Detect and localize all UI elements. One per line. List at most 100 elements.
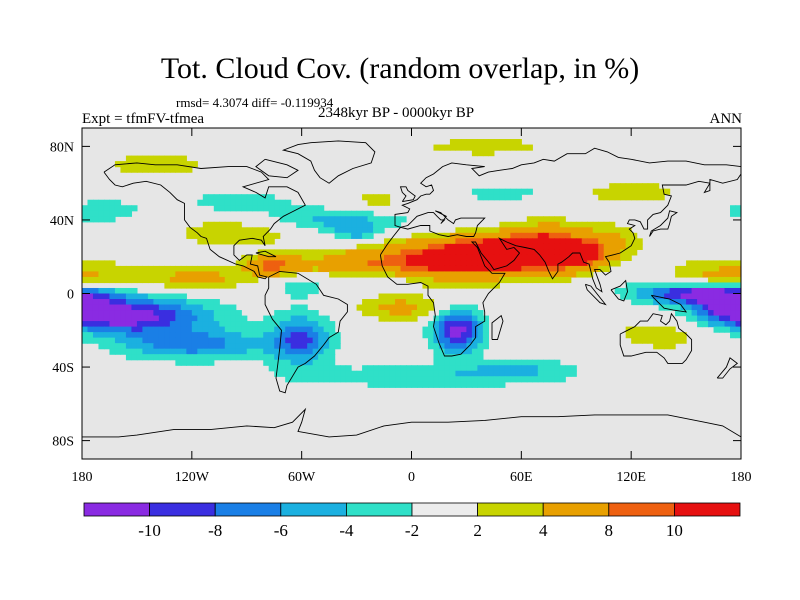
field-cell — [351, 210, 358, 217]
field-cell — [307, 205, 314, 212]
field-cell — [548, 376, 555, 383]
field-cell — [257, 205, 264, 212]
field-cell — [318, 359, 325, 366]
field-cell — [686, 260, 693, 267]
field-cell — [164, 166, 171, 173]
field-cell — [510, 271, 517, 278]
field-cell — [395, 376, 402, 383]
field-cell — [691, 265, 698, 273]
field-cell — [576, 265, 583, 273]
field-cell — [537, 271, 544, 278]
field-cell — [735, 310, 741, 317]
field-cell — [460, 359, 468, 366]
field-cell — [422, 304, 429, 311]
field-cell — [373, 376, 380, 383]
field-cell — [329, 260, 336, 267]
field-cell — [471, 332, 478, 339]
field-cell — [329, 227, 336, 234]
field-cell — [301, 205, 308, 212]
field-cell — [345, 221, 352, 228]
field-cell — [427, 304, 435, 311]
field-cell — [664, 188, 671, 195]
field-cell — [592, 254, 599, 261]
field-cell — [526, 265, 533, 273]
field-cell — [274, 260, 281, 267]
field-cell — [460, 265, 468, 273]
field-cell — [301, 326, 308, 333]
field-cell — [175, 337, 182, 344]
field-cell — [268, 199, 275, 206]
field-cell — [296, 321, 303, 328]
field-cell — [340, 254, 347, 261]
field-cell — [252, 199, 259, 206]
field-cell — [592, 232, 599, 239]
field-cell — [471, 381, 478, 388]
field-cell — [224, 304, 231, 311]
field-cell — [125, 161, 133, 168]
field-cell — [389, 304, 396, 311]
field-cell — [153, 321, 160, 328]
field-cell — [340, 227, 347, 234]
field-cell — [719, 304, 726, 311]
field-cell — [147, 337, 154, 344]
field-cell — [477, 276, 484, 284]
field-cell — [587, 260, 594, 267]
field-cell — [219, 238, 226, 245]
field-cell — [466, 243, 473, 250]
field-cell — [87, 260, 94, 267]
field-cell — [504, 188, 511, 195]
field-cell — [609, 238, 616, 245]
field-cell — [120, 326, 127, 333]
field-cell — [114, 310, 122, 317]
field-cell — [664, 343, 671, 350]
field-cell — [312, 265, 319, 273]
field-cell — [730, 260, 737, 267]
field-cell — [268, 205, 275, 212]
field-cell — [449, 238, 457, 245]
field-cell — [82, 271, 89, 278]
field-cell — [449, 276, 457, 284]
field-cell — [482, 227, 489, 234]
field-cell — [675, 287, 682, 295]
field-cell — [131, 276, 138, 284]
field-cell — [164, 310, 171, 317]
field-cell — [526, 359, 533, 366]
field-cell — [565, 243, 572, 250]
field-cell — [323, 210, 330, 217]
field-cell — [142, 265, 149, 273]
field-cell — [120, 293, 127, 300]
field-cell — [548, 276, 555, 284]
field-cell — [120, 299, 127, 306]
field-cell — [460, 321, 468, 328]
field-cell — [164, 299, 171, 306]
field-cell — [416, 376, 424, 383]
field-cell — [147, 265, 154, 273]
field-cell — [158, 348, 165, 355]
field-cell — [367, 365, 374, 372]
field-cell — [515, 243, 522, 250]
field-cell — [526, 188, 533, 195]
field-cell — [389, 315, 396, 322]
field-cell — [493, 365, 500, 372]
field-cell — [477, 139, 484, 146]
field-cell — [307, 354, 314, 361]
field-cell — [691, 282, 698, 289]
field-cell — [482, 343, 489, 350]
field-cell — [411, 310, 418, 317]
field-cell — [433, 144, 440, 151]
field-cell — [675, 304, 682, 311]
field-cell — [103, 287, 111, 295]
field-cell — [708, 299, 715, 306]
field-cell — [543, 271, 550, 278]
field-cell — [713, 315, 720, 322]
field-cell — [411, 381, 418, 388]
field-cell — [598, 232, 605, 239]
field-cell — [482, 144, 489, 151]
field-cell — [466, 260, 473, 267]
field-cell — [526, 243, 533, 250]
field-cell — [120, 265, 127, 273]
field-cell — [142, 310, 149, 317]
field-cell — [158, 155, 165, 162]
field-cell — [444, 348, 451, 355]
field-cell — [482, 243, 489, 250]
